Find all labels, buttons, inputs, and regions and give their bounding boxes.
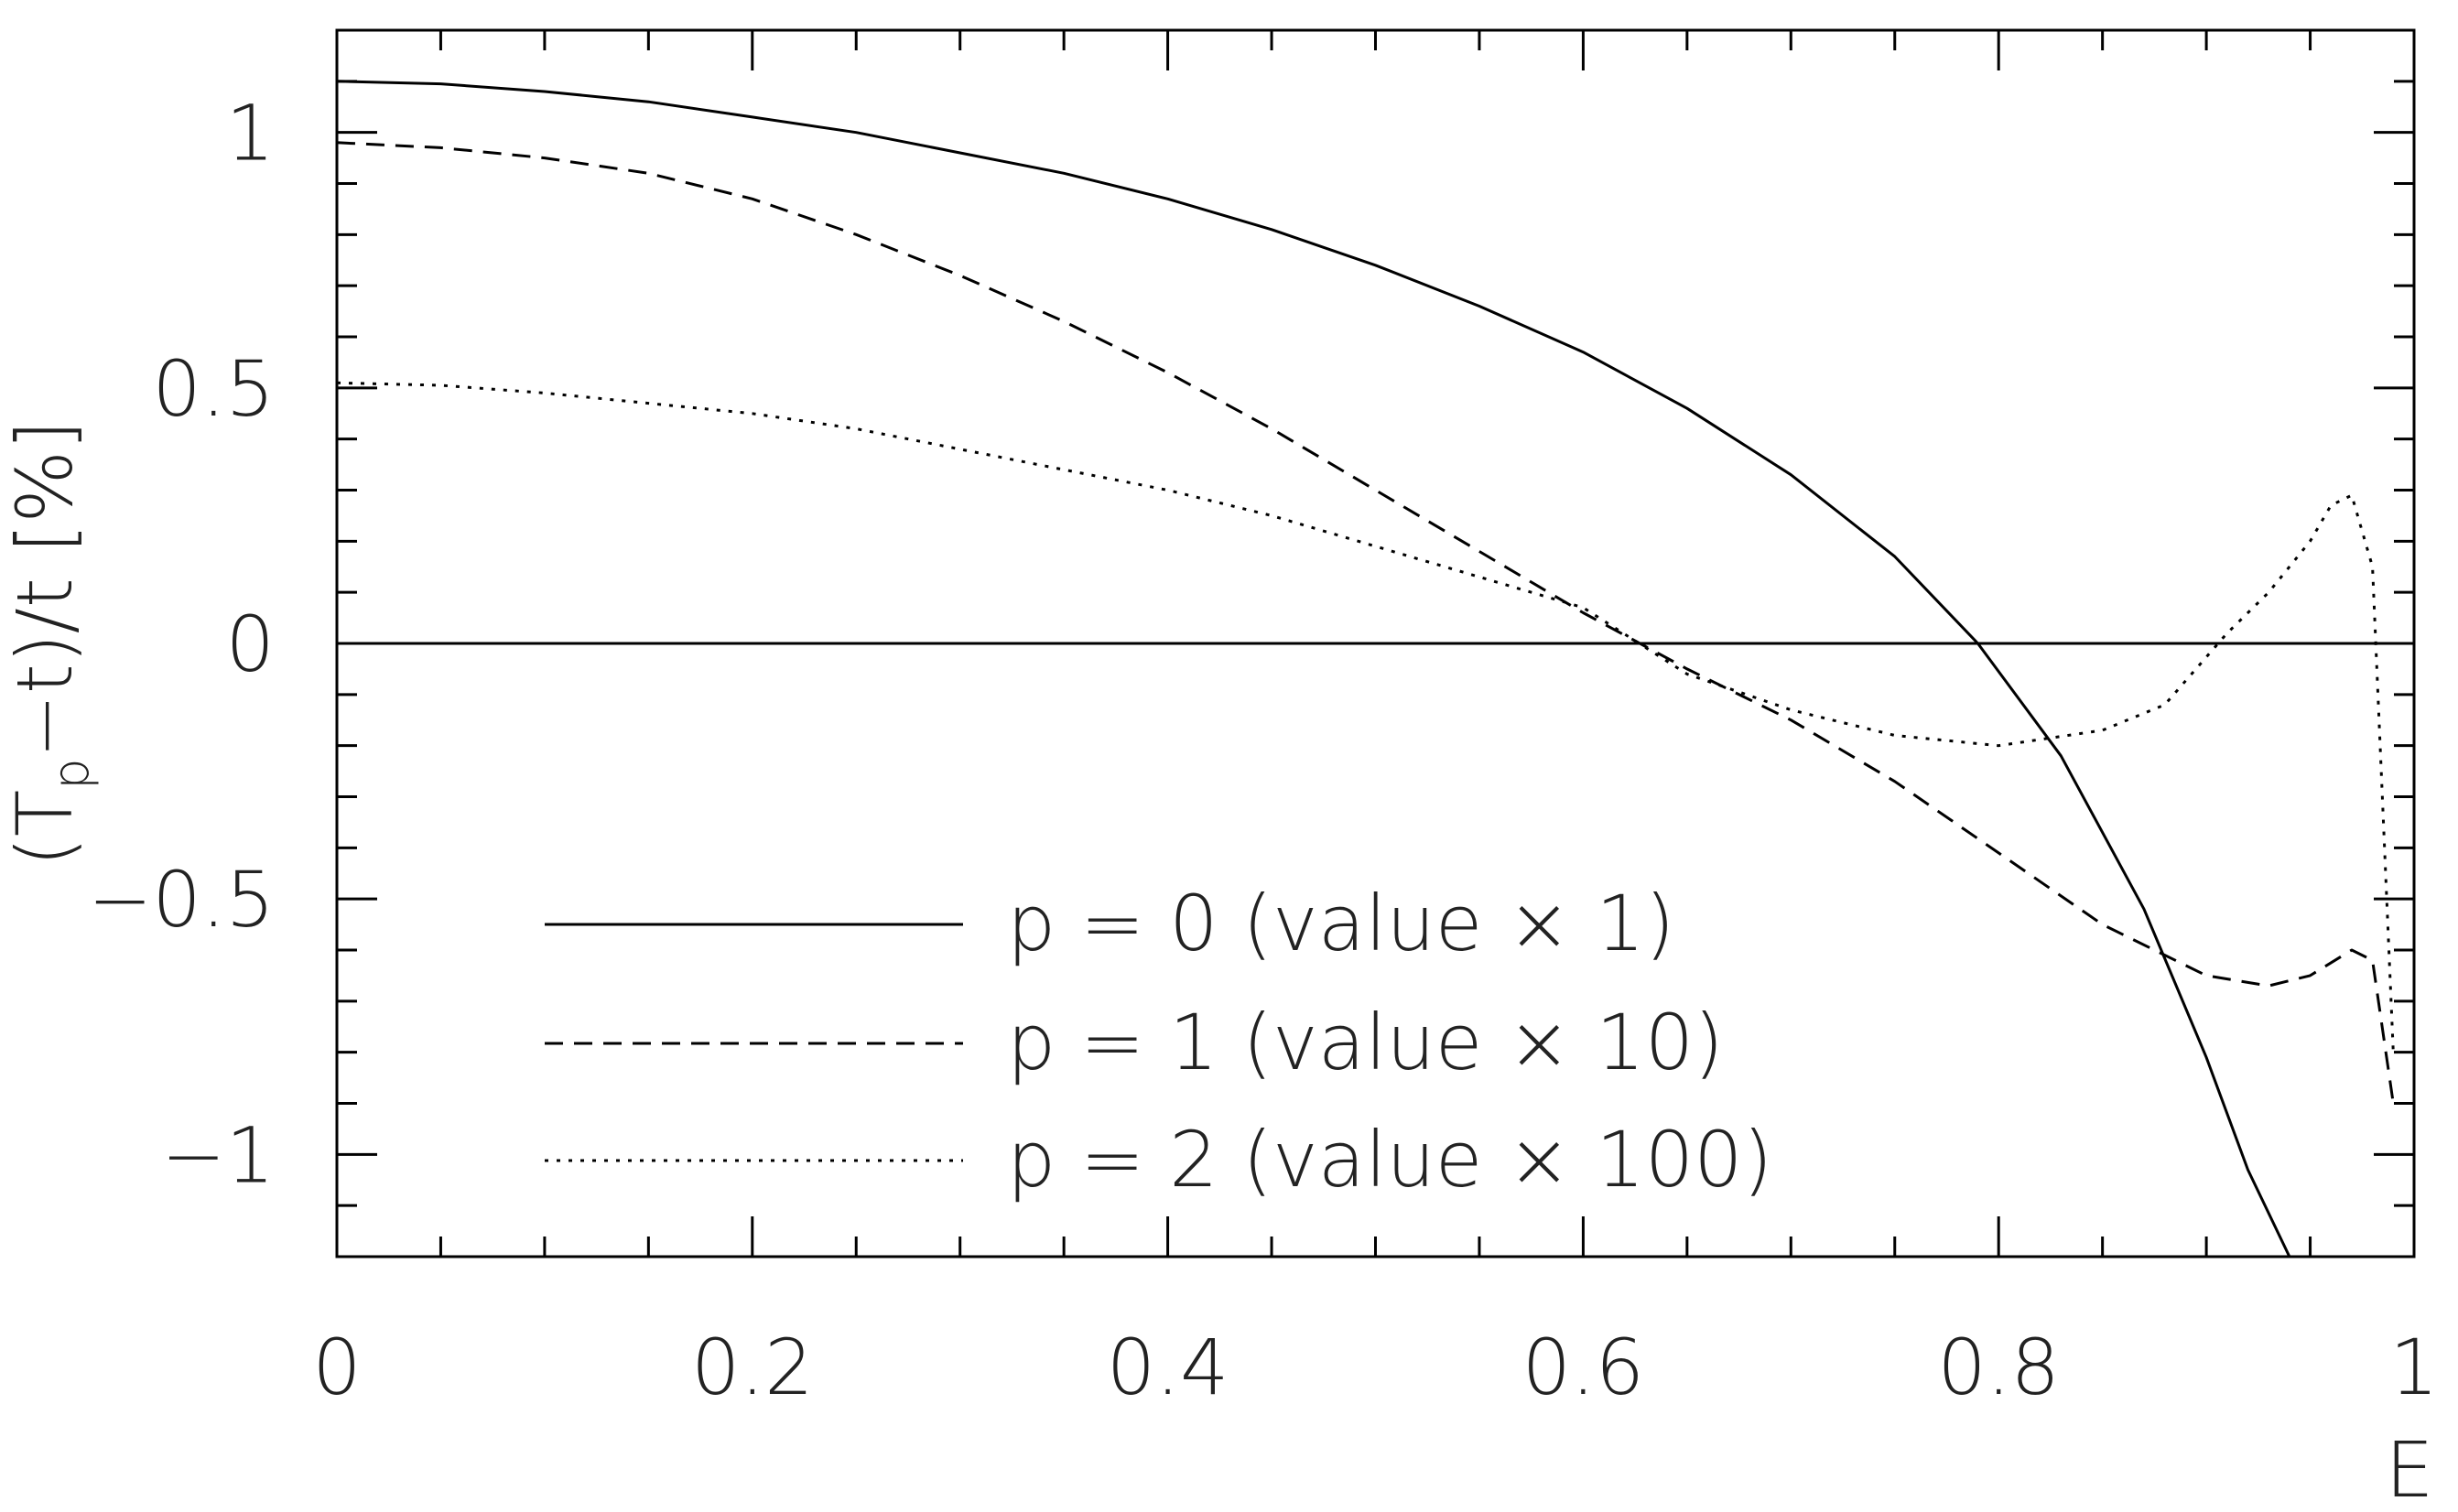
legend-label-p2: p = 2 (value × 100) bbox=[1007, 1115, 1772, 1204]
y-tick-label: 0.5 bbox=[152, 344, 275, 434]
legend: p = 0 (value × 1) p = 1 (value × 10) p = 2… bbox=[545, 879, 1772, 1204]
x-tick-label: 0.6 bbox=[1522, 1323, 1645, 1412]
legend-label-p1: p = 1 (value × 10) bbox=[1007, 998, 1724, 1087]
x-tick-label: 0.2 bbox=[691, 1323, 814, 1412]
plot-frame bbox=[335, 28, 2416, 1258]
series-line-p0 bbox=[337, 80, 2291, 1257]
series-line-p1 bbox=[337, 141, 2395, 1104]
x-tick-label: 1 bbox=[2389, 1323, 2438, 1412]
y-tick-labels: −1 −0.5 0 0.5 1 bbox=[88, 89, 275, 1201]
legend-label-p0: p = 0 (value × 1) bbox=[1007, 879, 1674, 968]
x-tick-labels: 0 0.2 0.4 0.6 0.8 1 bbox=[312, 1323, 2438, 1412]
y-axis-title: (Tp−t)/t [%] bbox=[0, 420, 100, 867]
y-tick-label: 0 bbox=[226, 599, 275, 689]
series-line-p2 bbox=[337, 381, 2395, 1053]
x-tick-label: 0.8 bbox=[1937, 1323, 2060, 1412]
axis-ticks bbox=[335, 28, 2416, 1258]
y-tick-label: −1 bbox=[161, 1110, 275, 1200]
x-tick-label: 0.4 bbox=[1107, 1323, 1229, 1412]
y-tick-label: −0.5 bbox=[88, 855, 275, 945]
y-tick-label: 1 bbox=[226, 89, 275, 178]
x-tick-label: 0 bbox=[312, 1323, 361, 1412]
y-axis-title-rest: −t)/t [%] bbox=[0, 420, 90, 758]
y-axis-title-open: (T bbox=[0, 790, 90, 867]
x-axis-title: E bbox=[2385, 1425, 2433, 1512]
y-axis-title-subscript: p bbox=[42, 759, 100, 790]
series-group bbox=[337, 80, 2395, 1257]
